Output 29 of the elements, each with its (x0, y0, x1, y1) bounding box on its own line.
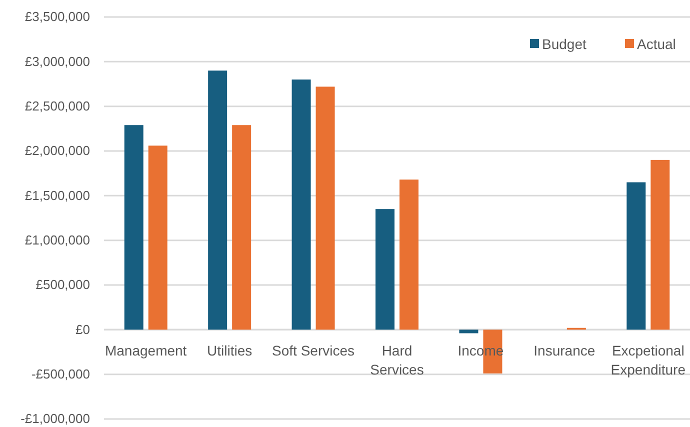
bar (626, 182, 646, 330)
x-tick-label: Soft Services (272, 342, 355, 359)
legend-label: Budget (542, 36, 586, 52)
bar (124, 125, 144, 330)
y-tick-label: £500,000 (36, 277, 90, 292)
x-tick-label: Hard Services (370, 342, 424, 378)
bar (232, 125, 252, 330)
bar (292, 80, 311, 330)
y-tick-label: £0 (76, 322, 90, 337)
y-tick-label: £3,500,000 (24, 9, 90, 24)
y-tick-label: £2,000,000 (24, 143, 90, 158)
bar (376, 209, 394, 330)
bar (459, 330, 478, 334)
y-tick-label: -£500,000 (31, 366, 90, 382)
y-tick-label: £3,000,000 (24, 54, 90, 69)
y-tick-label: £2,500,000 (24, 98, 90, 114)
y-tick-label: -£1,000,000 (20, 411, 90, 426)
bar (148, 146, 168, 330)
x-tick-label: Excpetional Expenditure (610, 342, 686, 378)
bar (400, 180, 418, 330)
x-tick-label: Management (105, 342, 187, 359)
y-tick-label: £1,500,000 (24, 188, 90, 203)
y-tick-label: £1,000,000 (24, 232, 90, 248)
bar (316, 86, 335, 330)
x-tick-label: Utilities (207, 342, 252, 359)
legend-label: Actual (637, 36, 676, 52)
x-tick-label: Insurance (534, 342, 596, 359)
bar (208, 70, 228, 330)
bar (650, 160, 670, 330)
